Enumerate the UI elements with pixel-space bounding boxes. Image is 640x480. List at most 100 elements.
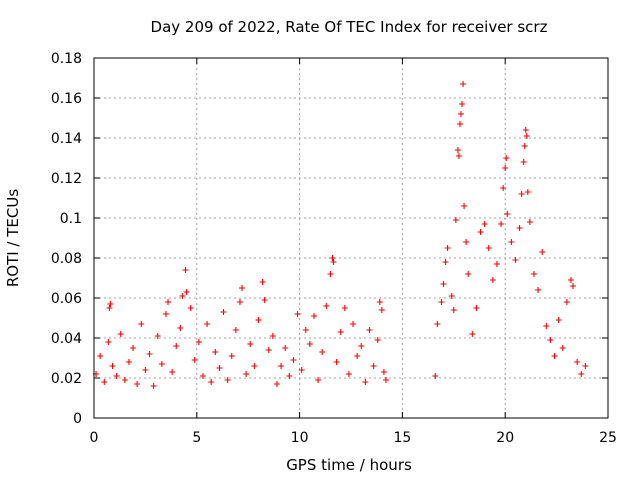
data-point	[142, 367, 149, 373]
data-point	[239, 285, 246, 291]
data-point	[570, 283, 577, 289]
x-tick-label: 0	[90, 430, 99, 446]
data-point	[177, 325, 184, 331]
data-point	[526, 219, 533, 225]
y-tick-label: 0.18	[51, 51, 82, 67]
data-point	[469, 331, 476, 337]
data-point	[374, 337, 381, 343]
data-point	[434, 321, 441, 327]
data-point	[154, 333, 161, 339]
data-point	[354, 353, 361, 359]
data-point	[259, 279, 266, 285]
data-point	[455, 153, 462, 159]
x-tick-label: 15	[393, 430, 411, 446]
data-point	[457, 111, 464, 117]
data-point	[290, 357, 297, 363]
data-point	[330, 259, 337, 265]
data-point	[547, 337, 554, 343]
data-point	[366, 327, 373, 333]
x-axis-title: GPS time / hours	[286, 456, 412, 474]
data-point	[150, 383, 157, 389]
data-point	[265, 347, 272, 353]
data-point	[228, 353, 235, 359]
data-point	[567, 277, 574, 283]
data-point	[255, 317, 262, 323]
data-point	[502, 165, 509, 171]
data-point	[105, 339, 112, 345]
data-point	[380, 369, 387, 375]
data-point	[106, 305, 113, 311]
data-point	[162, 311, 169, 317]
data-point	[261, 297, 268, 303]
data-point	[452, 217, 459, 223]
data-point	[130, 345, 137, 351]
data-point	[298, 367, 305, 373]
data-point	[378, 307, 385, 313]
data-point	[204, 321, 211, 327]
data-point	[224, 377, 231, 383]
data-point	[278, 363, 285, 369]
data-point	[97, 353, 104, 359]
x-tick-labels: 0 5 10 15 20 25	[90, 430, 617, 446]
data-point	[220, 309, 227, 315]
data-point	[485, 245, 492, 251]
data-point	[543, 323, 550, 329]
data-point	[236, 299, 243, 305]
data-point	[232, 327, 239, 333]
data-point	[503, 155, 510, 161]
data-point	[358, 343, 365, 349]
data-point	[555, 317, 562, 323]
data-point	[243, 371, 250, 377]
data-point	[191, 357, 198, 363]
data-point	[520, 159, 527, 165]
data-point	[454, 147, 461, 153]
data-point	[442, 259, 449, 265]
data-point	[169, 369, 176, 375]
data-point	[165, 299, 172, 305]
data-point	[182, 267, 189, 273]
data-point	[504, 211, 511, 217]
data-point	[440, 281, 447, 287]
data-point	[382, 377, 389, 383]
x-tick-label: 25	[599, 430, 617, 446]
y-tick-label: 0.06	[51, 291, 82, 307]
data-point	[522, 127, 529, 133]
data-point	[251, 363, 258, 369]
data-point	[370, 363, 377, 369]
data-point	[473, 305, 480, 311]
data-point	[444, 245, 451, 251]
data-point	[523, 133, 530, 139]
grid-lines	[94, 58, 608, 418]
data-point	[183, 289, 190, 295]
data-point	[516, 225, 523, 231]
data-point	[138, 321, 145, 327]
data-point	[337, 329, 344, 335]
y-tick-labels: 0 0.02 0.04 0.06 0.08 0.1 0.12 0.14 0.16 0.18	[51, 51, 82, 427]
data-point	[327, 271, 334, 277]
data-point	[315, 377, 322, 383]
data-point	[286, 373, 293, 379]
data-point	[578, 371, 585, 377]
data-point	[273, 381, 280, 387]
data-point	[247, 341, 254, 347]
data-point	[508, 239, 515, 245]
x-tick-label: 5	[192, 430, 201, 446]
data-point	[456, 121, 463, 127]
data-point	[319, 349, 326, 355]
chart-title: Day 209 of 2022, Rate Of TEC Index for r…	[151, 18, 548, 36]
axis-ticks	[93, 57, 609, 419]
data-point	[521, 143, 528, 149]
data-point	[493, 261, 500, 267]
y-tick-label: 0.04	[51, 331, 82, 347]
y-tick-label: 0	[73, 411, 82, 427]
data-point	[461, 203, 468, 209]
data-point	[117, 331, 124, 337]
data-point	[173, 343, 180, 349]
data-point	[448, 293, 455, 299]
y-tick-label: 0.02	[51, 371, 82, 387]
x-tick-label: 10	[291, 430, 309, 446]
data-point	[134, 381, 141, 387]
data-point	[113, 373, 120, 379]
data-point	[107, 301, 114, 307]
